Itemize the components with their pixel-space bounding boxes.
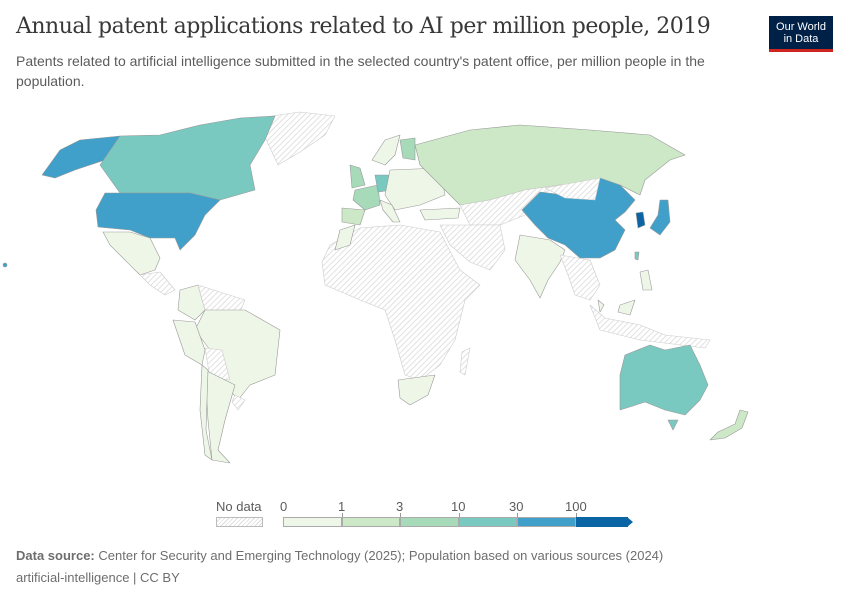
legend-bin-0-1[interactable] — [283, 517, 342, 527]
legend-arrow-icon — [627, 517, 633, 527]
legend-tick-label: 100 — [565, 499, 587, 514]
country-philippines[interactable] — [639, 269, 653, 291]
legend-bin-over-100[interactable] — [576, 517, 628, 527]
country-new-zealand[interactable] — [709, 409, 749, 441]
country-south-africa[interactable] — [397, 374, 436, 406]
legend-tick-label: 0 — [280, 499, 288, 514]
region-central-america[interactable] — [139, 271, 176, 296]
country-usa-hawaii[interactable] — [2, 262, 8, 268]
legend-tick-label: 30 — [509, 499, 524, 514]
country-morocco[interactable] — [334, 224, 356, 251]
no-data-swatch[interactable] — [216, 517, 263, 527]
data-source-text[interactable]: Center for Security and Emerging Technol… — [98, 548, 664, 563]
footer-tags[interactable]: artificial-intelligence | CC BY — [16, 570, 180, 585]
country-australia-tasmania[interactable] — [667, 419, 679, 431]
country-mexico[interactable] — [102, 231, 161, 276]
country-usa[interactable] — [95, 192, 221, 251]
country-canada[interactable] — [99, 115, 276, 201]
country-spain[interactable] — [341, 207, 366, 226]
legend-tick — [400, 513, 401, 517]
chart-title: Annual patent applications related to AI… — [16, 14, 711, 39]
data-source: Data source: Center for Security and Eme… — [16, 548, 663, 563]
legend-bin-30-100[interactable] — [517, 517, 576, 527]
country-chile[interactable] — [199, 364, 213, 461]
legend-bin-10-30[interactable] — [459, 517, 517, 527]
country-peru[interactable] — [172, 319, 206, 366]
region-middle-east[interactable] — [439, 224, 506, 271]
country-south-korea[interactable] — [635, 211, 646, 229]
region-venezuela-guianas[interactable] — [197, 284, 246, 313]
legend-tick — [517, 513, 518, 517]
country-bolivia[interactable] — [204, 347, 231, 381]
country-italy[interactable] — [379, 199, 401, 223]
country-taiwan[interactable] — [634, 251, 640, 261]
region-africa[interactable] — [321, 224, 481, 381]
legend-tick — [459, 513, 460, 517]
country-finland[interactable] — [399, 137, 416, 161]
country-uruguay[interactable] — [231, 394, 246, 411]
logo-line-1: Our World — [776, 20, 826, 33]
country-mongolia[interactable] — [544, 177, 601, 201]
owid-logo[interactable]: Our World in Data — [769, 16, 833, 52]
country-india[interactable] — [514, 234, 566, 299]
logo-line-2: in Data — [783, 32, 819, 45]
country-colombia[interactable] — [177, 284, 206, 321]
legend-tick-label: 10 — [451, 499, 466, 514]
chart-subtitle: Patents related to artificial intelligen… — [16, 53, 705, 89]
country-france[interactable] — [352, 184, 381, 211]
country-argentina[interactable] — [204, 369, 236, 464]
legend-bin-1-3[interactable] — [342, 517, 400, 527]
country-japan[interactable] — [649, 199, 671, 236]
region-southeast-asia[interactable] — [559, 254, 601, 301]
country-turkey[interactable] — [419, 207, 461, 221]
country-indonesia[interactable] — [589, 304, 711, 349]
world-map[interactable] — [0, 105, 850, 485]
legend-tick-label: 3 — [396, 499, 404, 514]
legend-tick — [342, 513, 343, 517]
legend-tick-label: 1 — [338, 499, 346, 514]
country-brazil[interactable] — [194, 309, 281, 401]
legend-bin-3-10[interactable] — [400, 517, 459, 527]
data-source-label: Data source: — [16, 548, 95, 563]
country-malaysia[interactable] — [597, 299, 636, 316]
country-australia[interactable] — [619, 344, 709, 416]
country-uk[interactable] — [349, 164, 366, 189]
color-legend: No data 0 1 3 10 30 100 — [0, 495, 850, 535]
no-data-label: No data — [216, 499, 262, 514]
country-norway-sweden[interactable] — [371, 134, 401, 166]
country-madagascar[interactable] — [459, 347, 471, 376]
legend-tick — [576, 513, 577, 517]
